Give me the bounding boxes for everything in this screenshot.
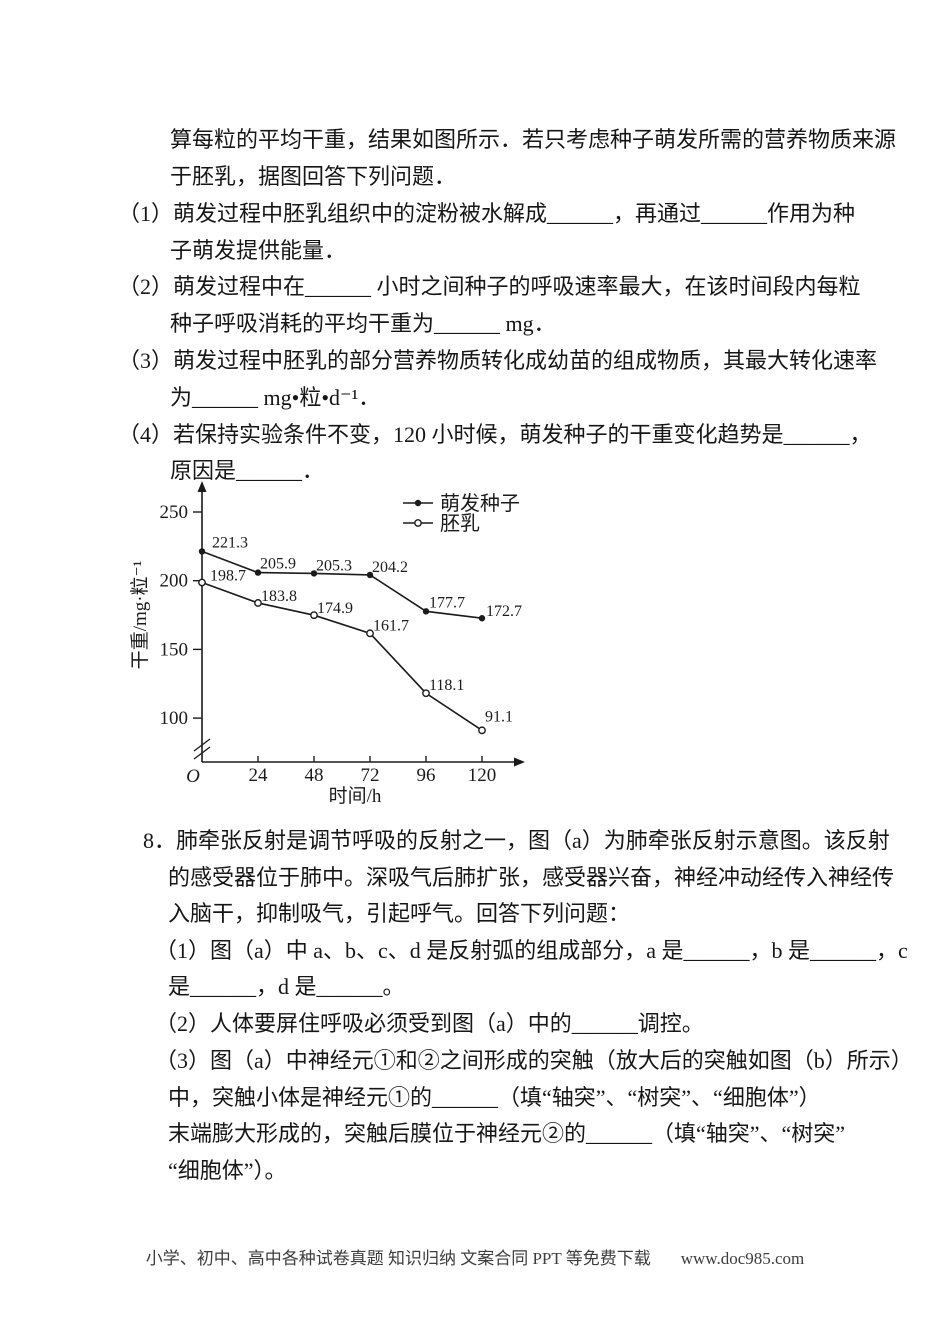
q7-item4-line2: 原因是______． [170, 458, 325, 483]
q8-intro-line1: 8．肺牵张反射是调节呼吸的反射之一，图（a）为肺牵张反射示意图。该反射 [143, 828, 890, 853]
legend-label-germinating-seeds: 萌发种子 [440, 492, 520, 515]
q8-item3-line1: （3）图（a）中神经元①和②之间形成的突触（放大后的突触如图（b）所示） [155, 1048, 913, 1073]
svg-text:24: 24 [249, 765, 269, 786]
point-label: 174.9 [317, 600, 353, 617]
svg-text:100: 100 [160, 708, 189, 729]
point-label: 161.7 [373, 617, 409, 634]
q7-item3-line2: 为______ mg•粒•d⁻¹． [170, 385, 381, 410]
point-label: 118.1 [429, 677, 464, 694]
q8-item1-line2: 是______，d 是______。 [168, 974, 405, 999]
series-germinating-seeds: 221.3 205.9 205.3 204.2 177.7 172.7 [198, 534, 522, 622]
point-label: 205.3 [316, 557, 352, 574]
q7-item3-line1: （3）萌发过程中胚乳的部分营养物质转化成幼苗的组成物质，其最大转化速率 [118, 348, 878, 373]
x-axis-label: 时间/h [329, 785, 382, 807]
svg-text:200: 200 [160, 571, 189, 592]
series-endosperm: 198.7 183.8 174.9 161.7 118.1 91.1 [198, 567, 513, 735]
svg-text:150: 150 [160, 639, 189, 660]
dry-weight-chart: 250 200 150 100 O 24 48 72 96 120 时间/h 干重/mg·粒⁻¹ 萌发种… [129, 478, 610, 808]
x-axis-ticks: O 24 48 72 96 120 [186, 756, 496, 787]
q8-item3-line2: 中，突触小体是神经元①的______（填“轴突”、“树突”、“细胞体”） [168, 1085, 821, 1110]
point-label: 204.2 [372, 559, 408, 576]
svg-text:250: 250 [160, 502, 189, 523]
point-label: 183.8 [261, 588, 297, 605]
footer-text: 小学、初中、高中各种试卷真题 知识归纳 文案合同 PPT 等免费下载 [145, 1249, 651, 1268]
point-label: 221.3 [212, 534, 248, 551]
q7-item2-line2: 种子呼吸消耗的平均干重为______ mg． [170, 311, 556, 336]
q7-item1-line2: 子萌发提供能量． [170, 238, 347, 263]
point-label: 177.7 [429, 594, 465, 611]
q7-item4-line1: （4）若保持实验条件不变，120 小时候，萌发种子的干重变化趋势是______， [118, 422, 872, 447]
y-axis-label: 干重/mg·粒⁻¹ [130, 560, 151, 669]
q8-item3-line4: “细胞体”）。 [168, 1158, 287, 1183]
page-footer: 小学、初中、高中各种试卷真题 知识归纳 文案合同 PPT 等免费下载 www.do… [0, 1244, 950, 1269]
q8-intro-line2: 的感受器位于肺中。深吸气后肺扩张，感受器兴奋，神经冲动经传入神经传 [168, 865, 895, 890]
point-label: 91.1 [485, 708, 513, 725]
svg-text:120: 120 [468, 765, 497, 786]
svg-text:72: 72 [361, 765, 380, 786]
chart-axes [197, 481, 525, 767]
q7-intro-line2: 于胚乳，据图回答下列问题． [170, 164, 457, 189]
y-axis-ticks: 250 200 150 100 [160, 502, 202, 729]
q8-item3-line3: 末端膨大形成的，突触后膜位于神经元②的______（填“轴突”、“树突” [168, 1121, 846, 1146]
q8-item1-line1: （1）图（a）中 a、b、c、d 是反射弧的组成部分，a 是______，b 是… [155, 938, 908, 963]
q7-item2-line1: （2）萌发过程中在______ 小时之间种子的呼吸速率最大，在该时间段内每粒 [118, 274, 861, 299]
point-label: 172.7 [486, 603, 522, 620]
svg-text:O: O [186, 766, 200, 787]
legend-label-endosperm: 胚乳 [440, 512, 480, 535]
point-label: 205.9 [260, 556, 296, 573]
q8-intro-line3: 入脑干，抑制吸气，引起呼气。回答下列问题： [168, 901, 631, 926]
q7-intro-line1: 算每粒的平均干重，结果如图所示．若只考虑种子萌发所需的营养物质来源 [170, 127, 897, 152]
svg-text:96: 96 [417, 765, 436, 786]
point-label: 198.7 [210, 567, 246, 584]
footer-site-text: www.doc985.com [680, 1249, 805, 1268]
q7-item1-line1: （1）萌发过程中胚乳组织中的淀粉被水解成______，再通过______作用为种 [118, 201, 856, 226]
y-axis-break [193, 738, 211, 752]
q8-item2-line1: （2）人体要屏住呼吸必须受到图（a）中的______调控。 [155, 1011, 704, 1036]
svg-text:48: 48 [305, 765, 324, 786]
dry-weight-chart-svg: 250 200 150 100 O 24 48 72 96 120 时间/h 干重/mg·粒⁻¹ 萌发种… [129, 481, 525, 807]
